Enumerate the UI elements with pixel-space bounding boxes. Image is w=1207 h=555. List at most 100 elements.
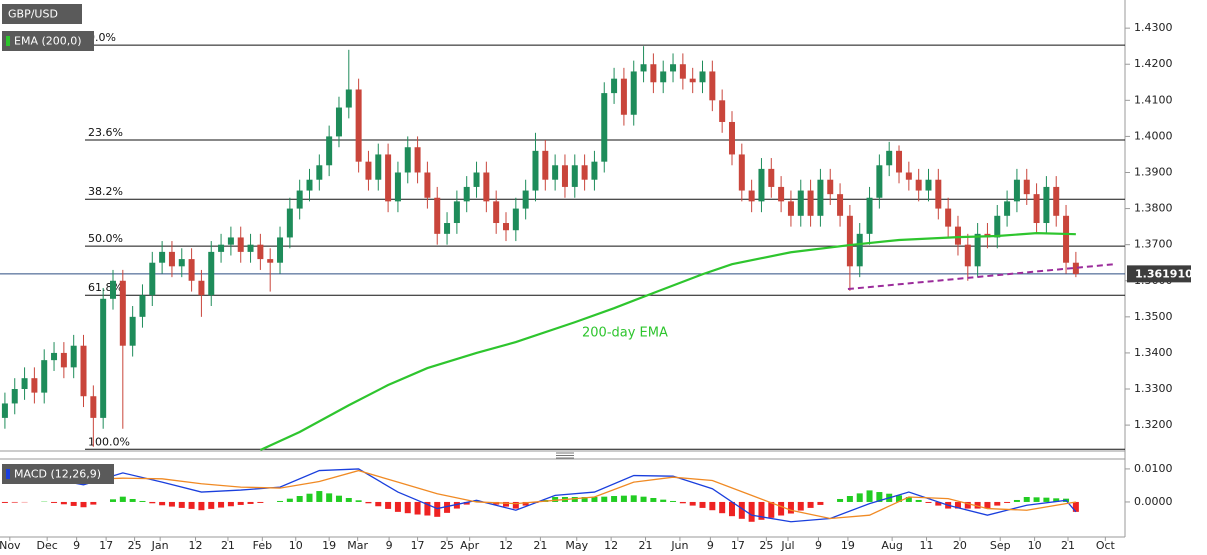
histogram-bar [758,501,765,520]
candle-body [689,78,696,83]
histogram-bar [365,501,372,504]
x-tick-label: Jul [780,539,794,552]
x-tick-label: 12 [604,539,618,552]
candle-body [296,190,303,209]
histogram-bar [866,490,873,502]
candle-body [129,316,136,346]
candle-body [1063,215,1070,263]
histogram-bar [640,496,647,502]
histogram-bar [719,501,726,514]
candle-body [70,345,77,368]
histogram-bar [444,501,451,513]
histogram-bar [60,501,67,505]
x-tick-label: Dec [37,539,58,552]
support-trendline [847,263,1116,291]
candle-body [837,194,844,216]
x-tick-label: 17 [99,539,113,552]
histogram-bar [660,499,667,502]
histogram-bar [218,501,225,508]
histogram-bar [178,501,185,508]
candle-body [925,179,932,191]
histogram-bar [552,497,559,502]
histogram-bar [974,501,981,509]
x-tick-label: Oct [1096,539,1116,552]
histogram-bar [581,497,588,502]
x-tick-label: 25 [759,539,773,552]
histogram-bar [159,501,166,506]
x-tick-label: 12 [189,539,203,552]
histogram-bar [699,501,706,508]
histogram-bar [905,497,912,502]
histogram-bar [257,501,264,503]
histogram-bar [728,501,735,517]
y-tick-label: 1.4000 [1134,129,1173,142]
histogram-bar [394,501,401,512]
macd-line [4,468,1077,523]
histogram-bar [355,500,362,502]
histogram-bar [630,495,637,502]
histogram-bar [591,497,598,502]
histogram-bar [208,501,215,509]
candle-body [267,259,274,263]
candle-body [1013,179,1020,202]
x-tick-label: 21 [639,539,653,552]
fib-label: 38.2% [88,185,123,198]
candle-body [1043,186,1050,224]
histogram-bar [650,497,657,502]
y-tick-label: 0.0000 [1134,495,1173,508]
histogram-bar [571,497,578,502]
candle-body [630,71,637,115]
histogram-bar [277,500,284,502]
legend-box [2,31,94,51]
candle-body [719,100,726,122]
candle-body [316,165,323,180]
histogram-bar [1053,498,1060,502]
symbol-title: GBP/USD [8,8,58,21]
histogram-bar [689,501,696,506]
candle-body [306,179,313,191]
histogram-bar [1023,497,1030,502]
candle-body [1004,201,1011,216]
candle-body [905,172,912,180]
candle-body [375,154,382,180]
candle-body [326,136,333,166]
candle-body [571,165,578,187]
histogram-bar [522,501,529,506]
candle-body [620,78,627,115]
candle-body [532,150,539,191]
histogram-bar [129,498,136,502]
y-tick-label: 1.4100 [1134,93,1173,106]
x-tick-label: 21 [1061,539,1075,552]
x-tick-label: 17 [411,539,425,552]
candle-body [453,201,460,224]
candle-body [778,186,785,202]
y-tick-label: 1.3300 [1134,382,1173,395]
candle-body [218,244,225,252]
legend-swatch [6,36,10,46]
fib-label: 23.6% [88,126,123,139]
x-tick-label: Aug [881,539,902,552]
x-tick-label: 12 [499,539,513,552]
candle-body [1033,194,1040,224]
candle-body [90,396,97,418]
candle-body [807,190,814,216]
histogram-bar [434,501,441,517]
histogram-bar [453,501,460,509]
histogram-bar [748,501,755,522]
candle-body [660,71,667,83]
candle-body [404,147,411,173]
resize-handle[interactable] [556,452,574,459]
histogram-bar [846,496,853,502]
candle-body [109,280,116,299]
x-tick-label: 9 [386,539,393,552]
legend-box [2,464,114,484]
ema-line [259,232,1076,451]
candle-body [493,201,500,224]
histogram-bar [198,501,205,511]
candle-body [365,161,372,180]
histogram-bar [994,501,1001,506]
histogram-bar [149,501,156,504]
price-label: 1.361910 [1135,267,1193,280]
candle-body [100,298,107,418]
